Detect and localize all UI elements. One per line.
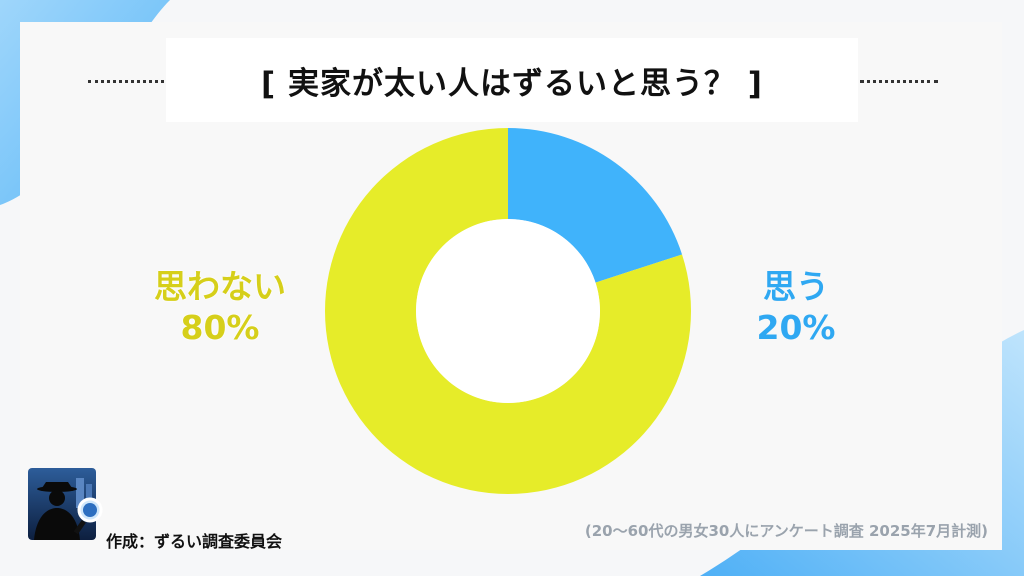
label-no-pct: 80% xyxy=(180,308,260,348)
donut-slice-yes xyxy=(508,128,683,283)
credit-text: 作成：ずるい調査委員会 xyxy=(106,532,283,551)
chart-title: [ 実家が太い人はずるいと思う？ ] xyxy=(261,65,763,102)
label-yes-name: 思う xyxy=(763,267,829,306)
label-no-name: 思わない xyxy=(154,267,286,306)
donut-slice-no xyxy=(324,128,691,494)
title-dots-right xyxy=(860,80,938,83)
survey-note: (20～60代の男女30人にアンケート調査 2025年7月計測) xyxy=(584,522,988,540)
title-box: [ 実家が太い人はずるいと思う？ ] xyxy=(166,38,858,122)
detective-logo-icon xyxy=(28,468,103,540)
label-yes: 思う 20% xyxy=(696,266,896,349)
label-no: 思わない 80% xyxy=(120,266,320,349)
title-dots-left xyxy=(88,80,164,83)
donut-hole xyxy=(416,219,600,403)
label-yes-pct: 20% xyxy=(756,308,836,348)
